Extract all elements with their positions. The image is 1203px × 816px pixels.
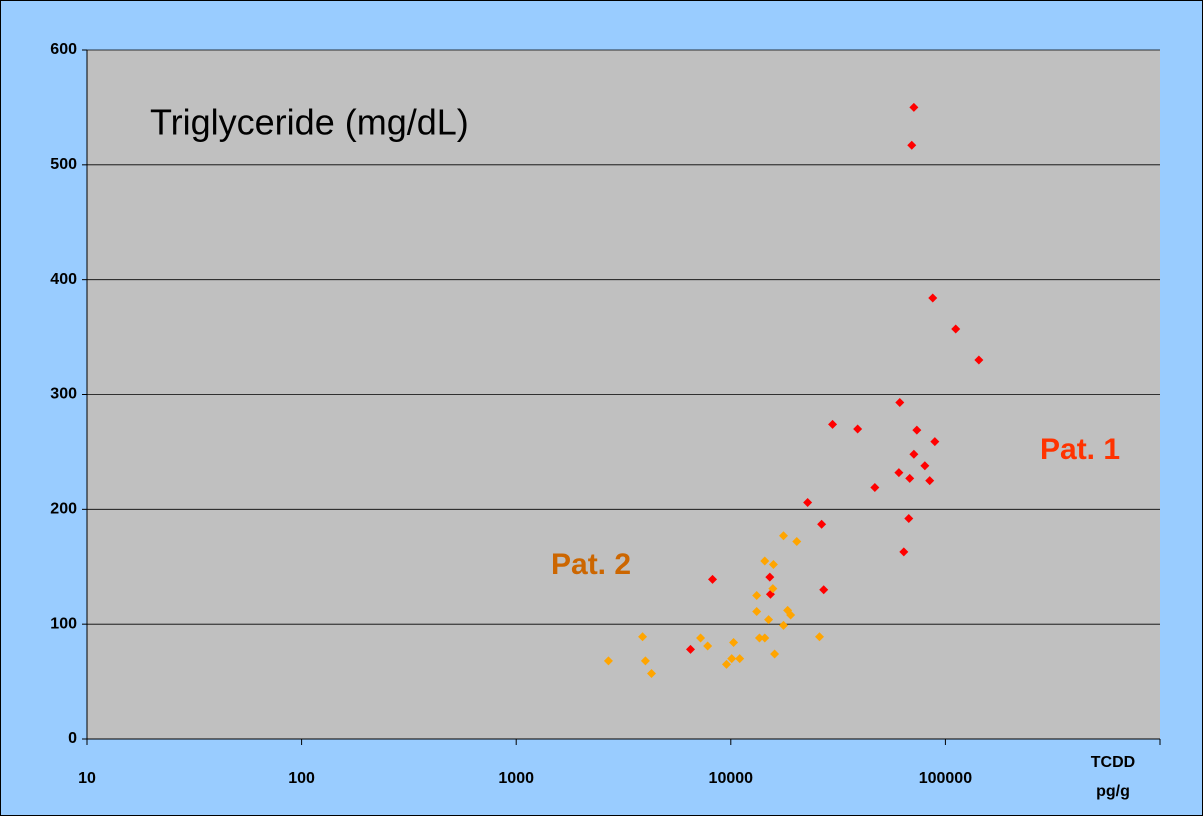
data-point [894,468,904,478]
data-point [735,654,745,664]
data-point [925,476,935,486]
data-point [895,398,905,408]
data-point [909,102,919,112]
data-point [912,425,922,435]
data-point [686,644,696,654]
x-axis-label: pg/g [1096,783,1130,800]
data-point [928,293,938,303]
data-point [768,584,778,594]
data-point [770,649,780,659]
data-point [817,519,827,529]
y-tick-label: 100 [50,615,77,632]
data-point [765,572,775,582]
x-tick-label: 100 [288,770,315,787]
data-point [786,610,796,620]
data-point [828,419,838,429]
y-tick-label: 200 [50,501,77,518]
data-point [819,585,829,595]
data-point [752,590,762,600]
x-tick-label: 100000 [919,770,972,787]
x-tick-label: 10 [78,770,96,787]
data-point [696,633,706,643]
y-tick-label: 600 [50,41,77,58]
data-point [904,514,914,524]
data-point [951,324,961,334]
data-point [899,547,909,557]
x-tick-label: 1000 [498,770,534,787]
data-point [722,659,732,669]
data-point [760,633,770,643]
data-point [905,473,915,483]
data-point [930,437,940,447]
data-point [603,656,613,666]
data-point [708,574,718,584]
data-point [703,641,713,651]
data-point [640,656,650,666]
data-point [778,620,788,630]
annotation: Pat. 2 [551,548,631,581]
y-tick-label: 0 [68,730,77,747]
chart-title: Triglyceride (mg/dL) [150,102,469,143]
data-point [803,497,813,507]
data-point [920,461,930,471]
data-point [760,556,770,566]
data-point [907,140,917,150]
annotation: Pat. 1 [1040,433,1120,466]
data-point [778,531,788,541]
data-point [764,615,774,625]
x-axis-label: TCDD [1091,754,1135,771]
data-point [974,355,984,365]
x-tick-label: 10000 [709,770,754,787]
data-point [729,638,739,648]
data-point [814,632,824,642]
data-point [754,633,764,643]
y-tick-label: 500 [50,156,77,173]
y-tick-label: 400 [50,271,77,288]
data-point [727,654,737,664]
data-point [792,536,802,546]
data-point [870,483,880,493]
data-point [853,424,863,434]
data-point [646,669,656,679]
data-point [638,632,648,642]
data-point [752,607,762,617]
y-tick-label: 300 [50,386,77,403]
data-point [768,559,778,569]
data-point [909,449,919,459]
